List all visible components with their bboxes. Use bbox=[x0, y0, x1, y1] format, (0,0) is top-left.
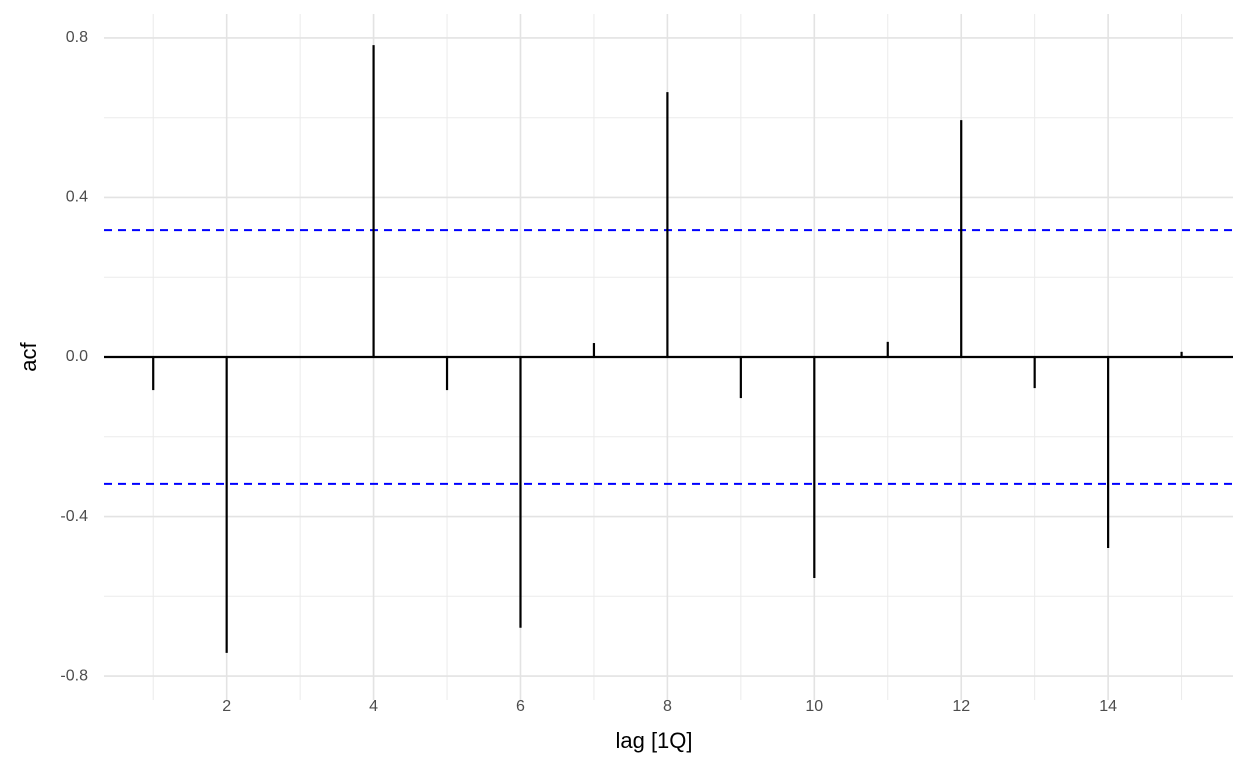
x-tick-label: 14 bbox=[1099, 698, 1117, 715]
x-tick-label: 2 bbox=[222, 698, 231, 715]
x-axis-title: lag [1Q] bbox=[615, 728, 692, 753]
x-tick-label: 12 bbox=[952, 698, 970, 715]
y-tick-label: 0.0 bbox=[66, 348, 88, 365]
x-tick-label: 8 bbox=[663, 698, 672, 715]
y-tick-label: -0.8 bbox=[60, 667, 88, 684]
y-tick-label: 0.4 bbox=[66, 189, 88, 206]
x-tick-label: 6 bbox=[516, 698, 525, 715]
x-tick-label: 10 bbox=[805, 698, 823, 715]
x-tick-label: 4 bbox=[369, 698, 378, 715]
y-axis-title: acf bbox=[16, 341, 41, 371]
y-tick-label: 0.8 bbox=[66, 29, 88, 46]
y-tick-label: -0.4 bbox=[60, 508, 88, 525]
